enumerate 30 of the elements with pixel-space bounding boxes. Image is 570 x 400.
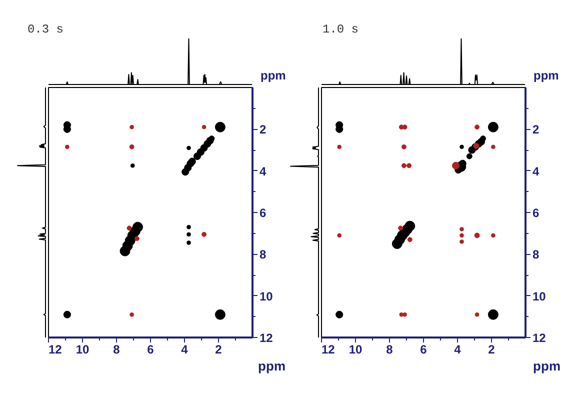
y-tick-label: 4 <box>532 164 540 178</box>
chart-title: 0.3 s <box>28 22 64 36</box>
y-tick-label: 2 <box>532 122 540 137</box>
y-tick-label: 4 <box>260 164 266 178</box>
y-tick-label: 6 <box>532 206 540 220</box>
y-tick-label: 12 <box>532 331 546 345</box>
x-axis-title: ppm <box>533 358 561 374</box>
y-tick-label: 2 <box>260 122 266 137</box>
y-tick-label: 10 <box>532 289 546 304</box>
x-tick-label: 12 <box>322 342 336 356</box>
x-tick-label: 10 <box>348 342 362 356</box>
x-tick-label: 10 <box>76 342 90 356</box>
x-axis-title: ppm <box>258 358 286 374</box>
x-tick-label: 6 <box>420 342 428 356</box>
y-tick-label: 8 <box>532 248 540 262</box>
x-axis-title: ppm <box>260 68 286 82</box>
x-tick-label: 12 <box>48 342 62 356</box>
x-tick-label: 2 <box>215 342 222 356</box>
x-tick-label: 2 <box>488 342 496 356</box>
x-tick-label: 8 <box>386 342 394 356</box>
chart-title: 1.0 s <box>322 22 359 36</box>
x-tick-label: 4 <box>181 342 188 356</box>
y-tick-label: 6 <box>260 206 266 220</box>
x-tick-label: 8 <box>113 342 120 356</box>
x-tick-label: 6 <box>147 342 154 356</box>
y-tick-label: 10 <box>260 289 274 304</box>
x-axis-title: ppm <box>534 68 559 82</box>
y-tick-label: 12 <box>260 331 274 345</box>
x-tick-label: 4 <box>454 342 462 356</box>
y-tick-label: 8 <box>260 248 266 262</box>
